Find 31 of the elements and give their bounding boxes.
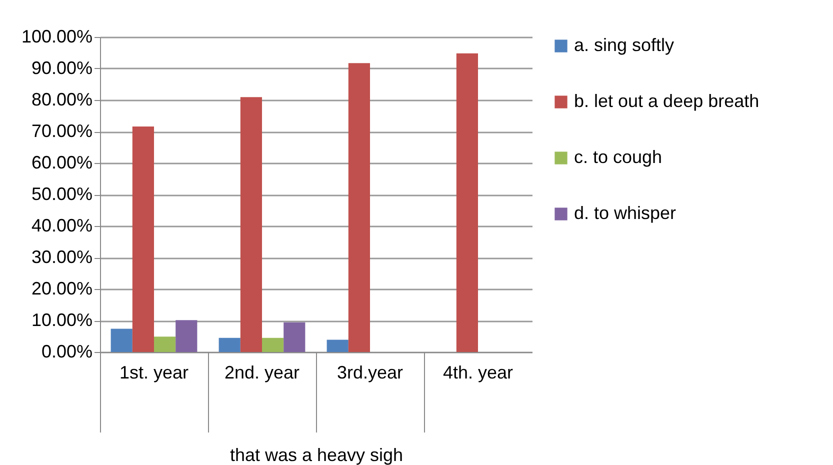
y-tick-label: 80.00% bbox=[31, 90, 92, 110]
y-tick-label: 20.00% bbox=[31, 278, 92, 298]
x-tick-label: 4th. year bbox=[442, 362, 514, 382]
bar bbox=[132, 126, 154, 352]
y-tick-label: 10.00% bbox=[31, 310, 92, 330]
y-tick-label: 0.00% bbox=[41, 342, 92, 362]
bar bbox=[262, 338, 284, 352]
bar bbox=[176, 320, 198, 352]
x-axis-title: that was a heavy sigh bbox=[230, 445, 404, 465]
y-tick-label: 100.00% bbox=[21, 26, 92, 46]
bar bbox=[326, 340, 348, 352]
bar bbox=[456, 53, 478, 352]
bar bbox=[218, 338, 240, 352]
legend-label: b. let out a deep breath bbox=[574, 91, 760, 111]
bar bbox=[284, 322, 306, 352]
bar bbox=[154, 336, 176, 352]
legend-label: d. to whisper bbox=[574, 203, 676, 223]
x-tick-label: 1st. year bbox=[119, 362, 189, 382]
bar bbox=[348, 63, 370, 352]
bar bbox=[240, 97, 262, 352]
legend-label: c. to cough bbox=[574, 147, 662, 167]
y-tick-label: 30.00% bbox=[31, 247, 92, 267]
y-tick-label: 50.00% bbox=[31, 184, 92, 204]
x-tick-label: 3rd.year bbox=[336, 362, 404, 382]
bar bbox=[110, 328, 132, 352]
legend-label: a. sing softly bbox=[574, 35, 674, 55]
y-tick-label: 90.00% bbox=[31, 58, 92, 78]
y-tick-label: 60.00% bbox=[31, 152, 92, 172]
x-tick-label: 2nd. year bbox=[224, 362, 300, 382]
y-tick-label: 40.00% bbox=[31, 216, 92, 236]
y-tick-label: 70.00% bbox=[31, 121, 92, 141]
